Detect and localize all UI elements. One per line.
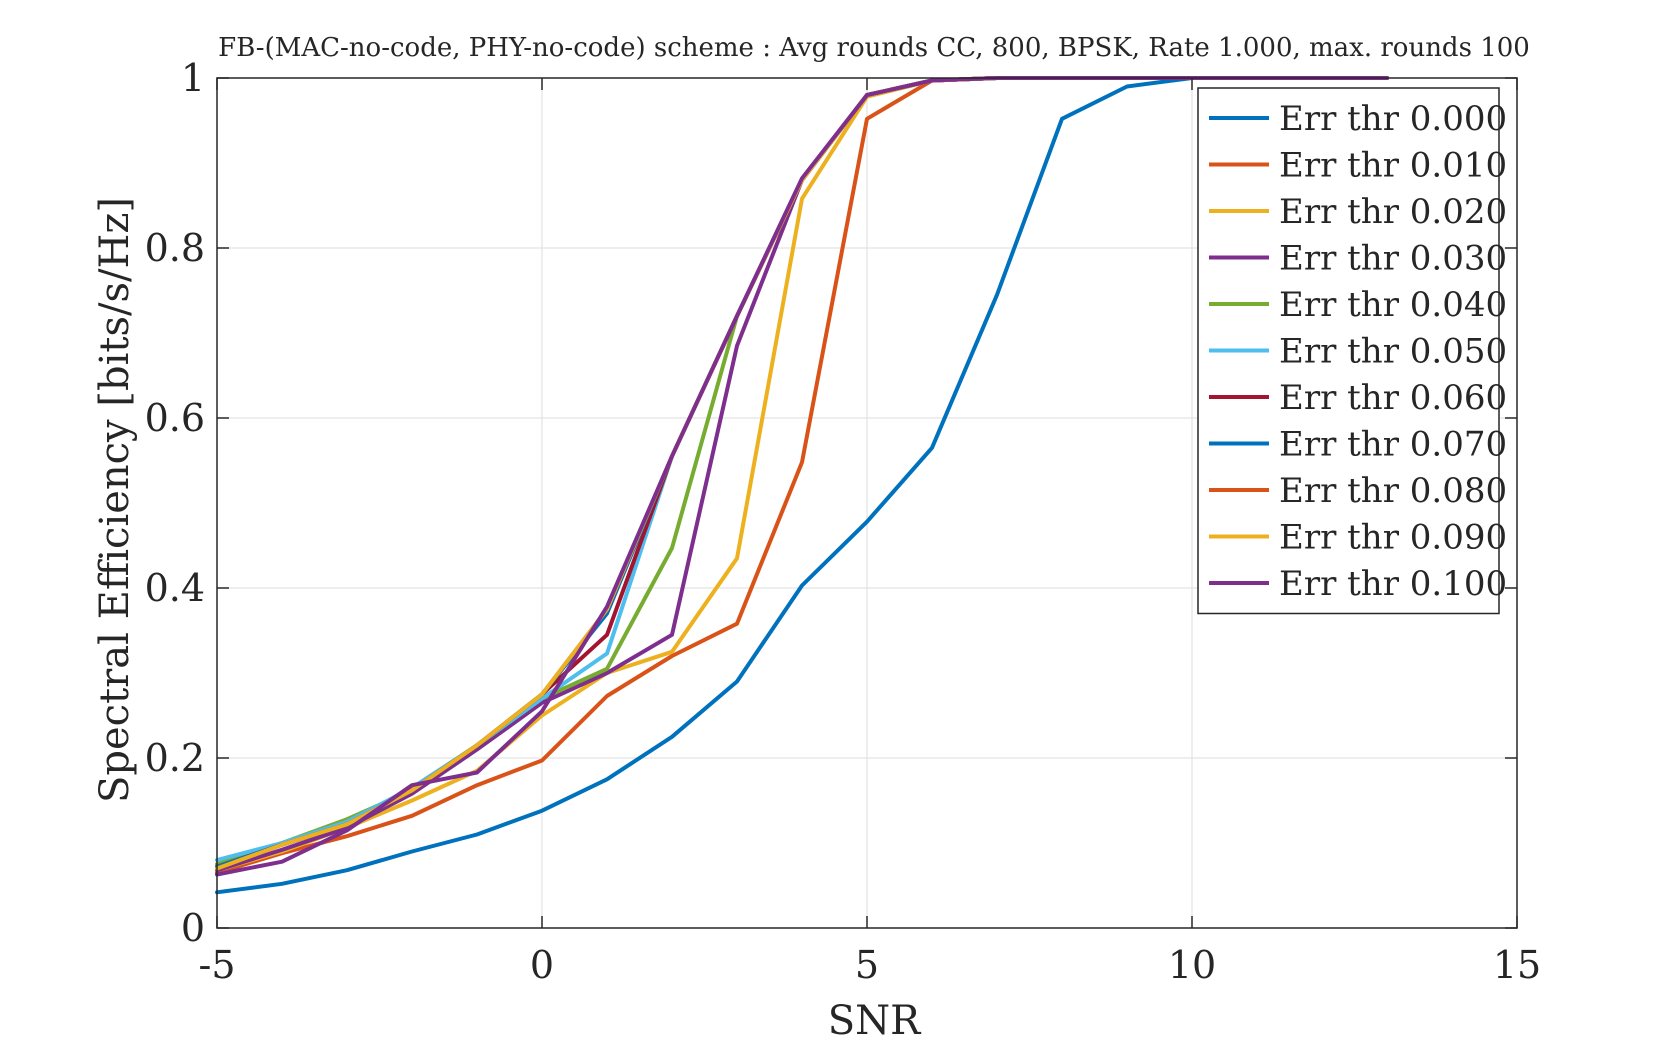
- y-tick-label: 0.6: [145, 396, 205, 440]
- legend-label: Err thr 0.020: [1279, 192, 1507, 232]
- y-axis-label: Spectral Efficiency [bits/s/Hz]: [92, 197, 138, 803]
- y-tick-label: 1: [181, 56, 205, 100]
- x-tick-label: 0: [530, 943, 554, 987]
- legend-label: Err thr 0.090: [1279, 518, 1507, 558]
- legend-label: Err thr 0.000: [1279, 99, 1507, 139]
- legend-label: Err thr 0.080: [1279, 471, 1507, 511]
- x-tick-label: 5: [855, 943, 879, 987]
- chart-title: FB-(MAC-no-code, PHY-no-code) scheme : A…: [218, 33, 1530, 63]
- legend-label: Err thr 0.100: [1279, 564, 1507, 604]
- y-tick-label: 0.4: [145, 566, 205, 610]
- legend-label: Err thr 0.070: [1279, 425, 1507, 465]
- x-tick-label: 10: [1168, 943, 1216, 987]
- x-tick-label: -5: [198, 943, 235, 987]
- y-tick-label: 0: [181, 906, 205, 950]
- legend: Err thr 0.000 Err thr 0.010 Err thr 0.020 E…: [1197, 87, 1507, 615]
- x-axis-label: SNR: [828, 998, 922, 1042]
- legend-label: Err thr 0.040: [1279, 285, 1507, 325]
- y-tick-label: 0.8: [145, 226, 205, 270]
- legend-label: Err thr 0.030: [1279, 239, 1507, 279]
- x-tick-label: 15: [1493, 943, 1541, 987]
- legend-label: Err thr 0.060: [1279, 378, 1507, 418]
- legend-label: Err thr 0.050: [1279, 332, 1507, 372]
- legend-label: Err thr 0.010: [1279, 146, 1507, 186]
- y-tick-label: 0.2: [145, 736, 205, 780]
